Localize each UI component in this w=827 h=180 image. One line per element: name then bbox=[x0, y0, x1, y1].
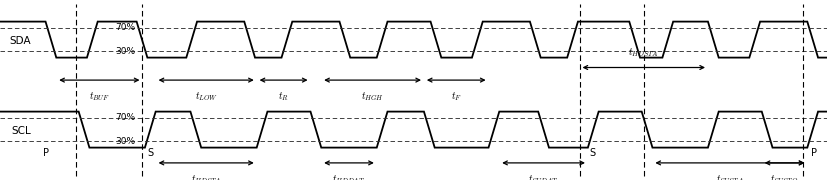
Text: S: S bbox=[588, 148, 595, 158]
Text: P: P bbox=[810, 148, 816, 158]
Text: P: P bbox=[42, 148, 49, 158]
Text: $t_R$: $t_R$ bbox=[278, 90, 289, 103]
Text: $t_{HGH}$: $t_{HGH}$ bbox=[361, 90, 384, 103]
Text: SDA: SDA bbox=[10, 35, 31, 46]
Text: $t_{SUDAT}$: $t_{SUDAT}$ bbox=[528, 173, 558, 180]
Text: $t_{HDSTA}$: $t_{HDSTA}$ bbox=[628, 47, 658, 59]
Text: S: S bbox=[147, 148, 154, 158]
Text: $t_{SUSTO}$: $t_{SUSTO}$ bbox=[770, 173, 797, 180]
Text: $t_{LOW}$: $t_{LOW}$ bbox=[194, 90, 218, 103]
Text: $t_{HDDAT}$: $t_{HDDAT}$ bbox=[332, 173, 366, 180]
Text: $t_{HDSTA}$: $t_{HDSTA}$ bbox=[191, 173, 221, 180]
Text: $t_F$: $t_F$ bbox=[450, 90, 461, 103]
Text: 70%: 70% bbox=[115, 113, 135, 122]
Text: 30%: 30% bbox=[115, 137, 135, 146]
Text: $t_{BUF}$: $t_{BUF}$ bbox=[88, 90, 110, 103]
Text: 30%: 30% bbox=[115, 47, 135, 56]
Text: $t_{SUSTA}$: $t_{SUSTA}$ bbox=[715, 173, 743, 180]
Text: SCL: SCL bbox=[12, 125, 31, 136]
Text: 70%: 70% bbox=[115, 23, 135, 32]
